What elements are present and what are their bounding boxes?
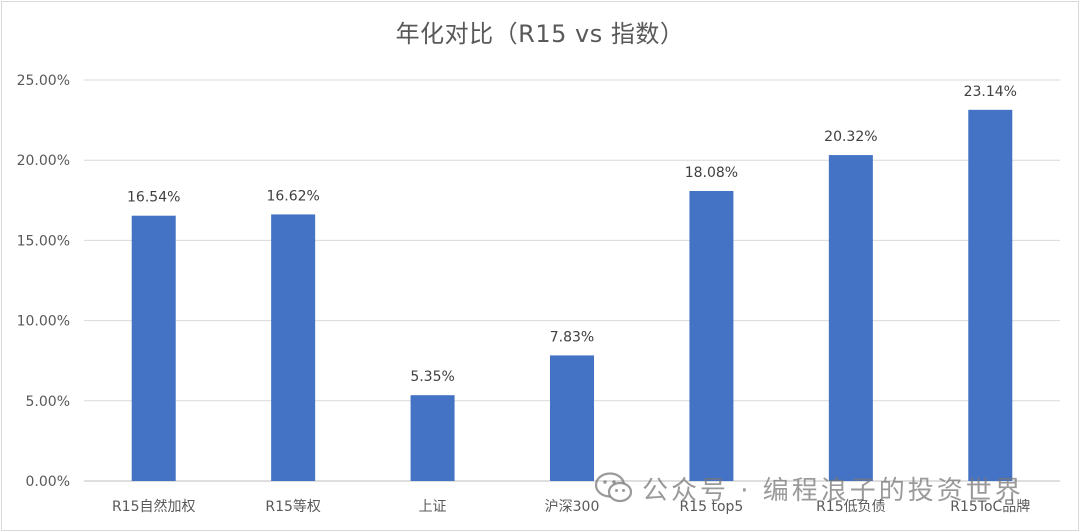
x-tick-label: R15低负债 [816, 499, 886, 515]
y-tick-label: 15.00% [17, 233, 70, 249]
bar [828, 155, 873, 481]
x-tick-label: R15自然加权 [112, 498, 196, 515]
data-label: 16.62% [266, 188, 319, 204]
wechat-icon [594, 472, 633, 503]
x-tick-label: 上证 [419, 499, 447, 515]
y-tick-label: 20.00% [17, 153, 70, 169]
bar [550, 355, 594, 481]
data-label: 18.08% [685, 165, 738, 181]
y-tick-label: 5.00% [26, 394, 70, 410]
y-tick-label: 25.00% [17, 73, 70, 89]
data-label: 7.83% [550, 329, 594, 345]
bar [131, 215, 176, 481]
data-label: 5.35% [410, 369, 454, 385]
bar [410, 395, 455, 481]
x-tick-label: R15 top5 [680, 499, 744, 515]
watermark: 公众号 · 编程浪子的投资世界 [594, 468, 1024, 508]
bar [271, 214, 316, 481]
x-tick-label: R15等权 [265, 498, 321, 515]
data-label: 20.32% [824, 129, 877, 145]
y-tick-label: 0.00% [26, 474, 70, 490]
x-tick-label: 沪深300 [545, 499, 600, 515]
data-label: 16.54% [127, 190, 180, 206]
bar [968, 109, 1013, 481]
chart-title: 年化对比（R15 vs 指数） [395, 20, 685, 48]
y-tick-label: 10.00% [17, 314, 70, 330]
data-label: 23.14% [964, 84, 1017, 100]
bar [689, 190, 734, 481]
x-tick-label: R15ToC品牌 [950, 498, 1030, 515]
watermark-text: 公众号 · 编程浪子的投资世界 [642, 475, 1024, 506]
